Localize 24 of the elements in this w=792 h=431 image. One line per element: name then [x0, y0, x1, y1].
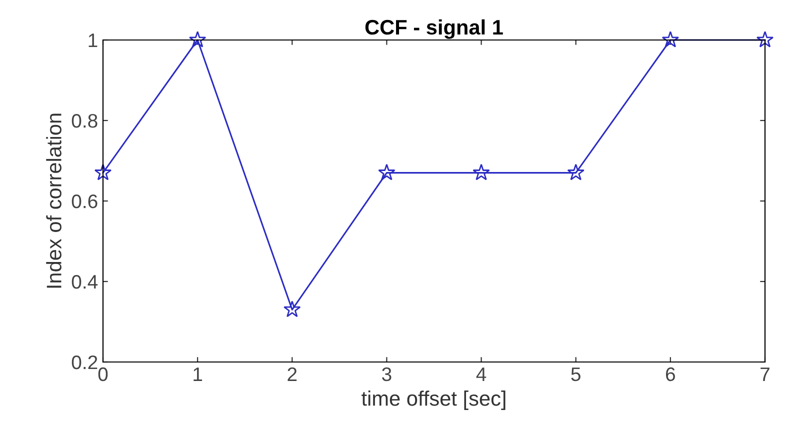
x-tick-label: 4 [476, 368, 486, 381]
x-tick-label: 5 [571, 368, 580, 382]
x-tick-label: 1 [194, 368, 202, 381]
y-tick-label: 0.4 [72, 274, 98, 289]
x-tick-label: 0 [98, 367, 108, 382]
x-tick-label: 7 [760, 368, 770, 381]
point [284, 300, 301, 318]
point [756, 30, 774, 48]
y-tick-label: 0.8 [72, 114, 98, 128]
point [472, 164, 490, 180]
y-axis-title: Index of correlation [46, 114, 62, 288]
x-tick-label: 2 [288, 367, 297, 381]
x-tick-label: 6 [666, 367, 675, 382]
x-axis-title: time offset [sec] [362, 390, 506, 410]
point [188, 30, 206, 48]
y-tick-label: 1 [88, 34, 98, 48]
point [378, 164, 396, 180]
point [662, 30, 680, 48]
chart-title: CCF - signal 1 [365, 19, 503, 39]
y-tick-label: 0.2 [72, 355, 98, 370]
point [94, 164, 112, 180]
x-tick-label: 3 [382, 367, 392, 382]
point [567, 164, 584, 180]
y-tick-label: 0.6 [72, 194, 98, 208]
